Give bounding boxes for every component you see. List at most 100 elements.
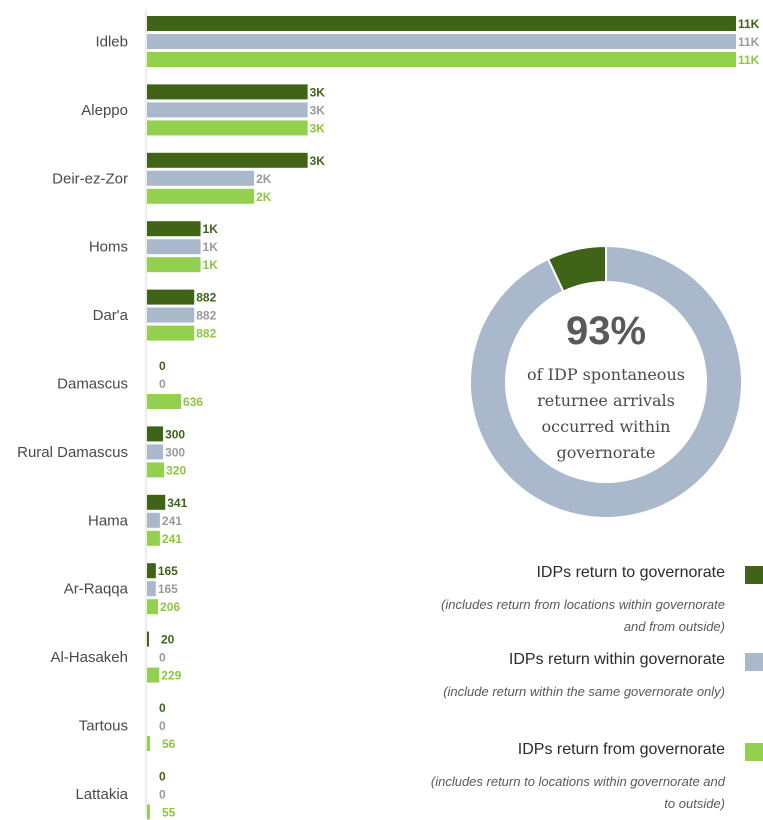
data-label: 3K [310, 103, 326, 117]
data-label: 0 [159, 359, 166, 373]
legend-item-return-from: IDPs return from governorate (includes r… [363, 741, 763, 820]
category-label: Damascus [57, 376, 128, 393]
bar [147, 530, 160, 546]
data-label: 241 [162, 514, 182, 528]
bar [147, 120, 308, 136]
donut-caption-line: governorate [556, 443, 655, 462]
legend-title: IDPs return to governorate [536, 564, 725, 581]
bar [147, 16, 736, 31]
category-label: Homs [89, 239, 128, 256]
data-label: 1K [203, 258, 219, 272]
legend-item-return-within: IDPs return within governorate (include … [363, 651, 763, 701]
bar [147, 52, 736, 67]
data-label: 320 [166, 463, 186, 477]
legend-note: (include return within the same governor… [385, 681, 725, 703]
data-label: 341 [167, 496, 187, 510]
bar [147, 667, 160, 683]
category-label: Rural Damascus [17, 444, 128, 461]
category-label: Hama [88, 512, 129, 529]
legend-swatch-dark-green [745, 566, 763, 584]
data-label: 636 [183, 395, 203, 409]
bar [147, 444, 164, 460]
bar [147, 84, 308, 100]
data-label: 0 [159, 377, 166, 391]
donut-chart: 93% of IDP spontaneous returnee arrivals oc… [469, 244, 743, 519]
legend-swatch-light-green [745, 743, 763, 761]
data-label: 1K [203, 240, 219, 254]
data-label: 0 [159, 787, 166, 801]
category-label: Aleppo [81, 102, 128, 119]
data-label: 20 [161, 633, 175, 647]
bar [147, 512, 160, 528]
data-label: 11K [738, 53, 760, 67]
data-label: 55 [162, 805, 176, 819]
data-label: 3K [310, 85, 326, 99]
bar [147, 631, 149, 647]
data-label: 11K [738, 17, 760, 31]
bar [147, 170, 255, 186]
data-label: 0 [159, 651, 166, 665]
data-label: 882 [196, 309, 216, 323]
data-label: 241 [162, 532, 182, 546]
bar [147, 563, 156, 579]
data-label: 0 [159, 701, 166, 715]
legend-swatch-grey-blue [745, 653, 763, 671]
bar [147, 34, 736, 49]
data-label: 165 [158, 564, 178, 578]
data-label: 11K [738, 35, 760, 49]
data-label: 56 [162, 737, 176, 751]
legend-note: (includes return from locations within g… [385, 594, 725, 638]
data-label: 300 [165, 427, 185, 441]
bar [147, 152, 308, 168]
bar [147, 188, 255, 204]
category-label: Dar'a [93, 307, 129, 324]
data-label: 882 [196, 291, 216, 305]
donut-percent: 93% [566, 309, 646, 353]
category-label: Idleb [95, 34, 128, 51]
category-label: Tartous [79, 718, 128, 735]
data-label: 2K [256, 172, 272, 186]
bar [147, 462, 165, 478]
category-label: Al-Hasakeh [50, 649, 128, 666]
donut-caption-line: of IDP spontaneous [527, 365, 685, 384]
legend-note: (includes return to locations within gov… [385, 771, 725, 815]
bar [147, 804, 150, 820]
legend-note-line: (includes return from locations within g… [441, 597, 725, 612]
bar [147, 102, 308, 118]
category-label: Ar-Raqqa [64, 581, 129, 598]
bar [147, 239, 201, 255]
bar [147, 599, 159, 615]
data-label: 165 [158, 582, 178, 596]
legend-item-return-to: IDPs return to governorate (includes ret… [363, 564, 763, 644]
data-label: 882 [196, 327, 216, 341]
legend-note-line: (include return within the same governor… [443, 684, 725, 699]
bar [147, 307, 195, 323]
data-label: 0 [159, 769, 166, 783]
bar [147, 221, 201, 237]
data-label: 0 [159, 719, 166, 733]
data-label: 229 [161, 669, 181, 683]
legend-title: IDPs return within governorate [508, 651, 725, 668]
data-label: 3K [310, 121, 326, 135]
legend-title: IDPs return from governorate [517, 741, 725, 758]
bar [147, 581, 156, 597]
donut-caption-line: occurred within [542, 417, 671, 436]
data-label: 1K [203, 222, 219, 236]
donut-caption-line: returnee arrivals [537, 391, 675, 410]
bar [147, 394, 182, 409]
legend-note-line: and from outside) [623, 619, 725, 634]
bar [147, 289, 195, 305]
data-label: 300 [165, 445, 185, 459]
data-label: 2K [256, 190, 272, 204]
bar [147, 736, 150, 751]
bar [147, 494, 166, 510]
bar [147, 257, 201, 273]
bars-layer: Idleb 11K 11K 11K Aleppo 3K 3K 3K Deir-ez-Zor 3K 2… [17, 10, 760, 820]
legend-note-line: (includes return to locations within gov… [430, 774, 725, 789]
donut-slice-other [546, 244, 607, 293]
data-label: 3K [310, 154, 326, 168]
legend-note-line: to outside) [664, 796, 725, 811]
category-label: Lattakia [75, 786, 128, 803]
data-label: 206 [160, 600, 180, 614]
category-label: Deir-ez-Zor [52, 170, 128, 187]
